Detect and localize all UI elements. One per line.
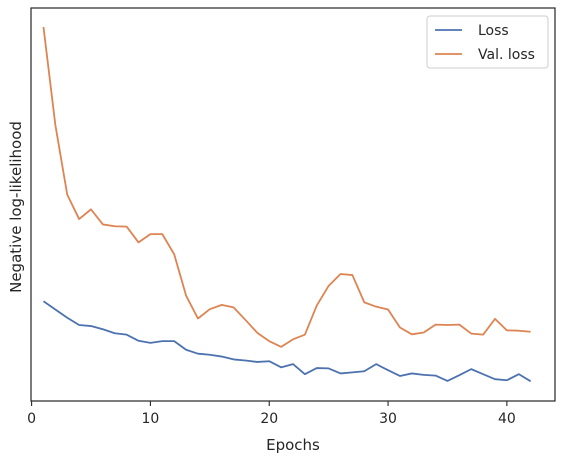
x-tick-label: 20 (260, 411, 278, 427)
x-tick-label: 30 (379, 411, 397, 427)
series-layer (42, 26, 532, 383)
series-line-val-loss (42, 26, 531, 348)
legend-label-loss: Loss (478, 23, 509, 39)
y-axis-label: Negative log-likelihood (7, 121, 25, 293)
x-tick-label: 0 (27, 411, 36, 427)
plot-area (30, 7, 556, 402)
legend-label-val-loss: Val. loss (478, 47, 535, 63)
legend: Loss Val. loss (426, 15, 549, 69)
x-axis: 0 10 20 30 40 (27, 401, 516, 427)
x-tick-label: 40 (498, 411, 516, 427)
x-tick-label: 10 (142, 411, 160, 427)
series-line-loss (42, 300, 532, 383)
legend-box (426, 15, 549, 69)
x-axis-label: Epochs (266, 436, 320, 454)
